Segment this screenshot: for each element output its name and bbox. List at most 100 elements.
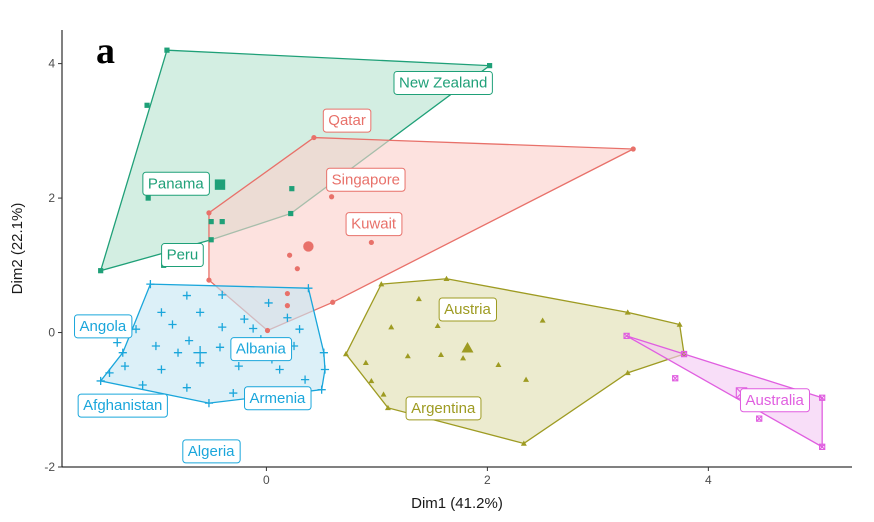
point-label-box: Kuwait xyxy=(345,212,403,237)
data-point xyxy=(284,303,290,309)
point-label-box: Singapore xyxy=(326,167,406,192)
cluster-centroid xyxy=(303,241,314,252)
cluster-centroid xyxy=(461,342,474,353)
x-axis-title: Dim1 (41.2%) xyxy=(411,495,503,512)
data-point xyxy=(486,63,493,69)
y-tick-label: 0 xyxy=(48,326,55,340)
x-tick-label: 2 xyxy=(484,473,491,487)
data-point xyxy=(218,290,227,299)
label-box-border xyxy=(739,388,810,413)
point-label: Singapore xyxy=(332,171,400,188)
point-label-box: Argentina xyxy=(405,396,482,421)
data-point xyxy=(756,415,763,422)
point-label: Armenia xyxy=(250,390,307,407)
point-label: Albania xyxy=(236,341,287,358)
data-point xyxy=(342,351,349,357)
data-point xyxy=(311,134,317,141)
data-point xyxy=(623,332,630,340)
data-point xyxy=(120,362,130,371)
point-label: Angola xyxy=(80,318,127,335)
data-point xyxy=(182,291,191,300)
data-point xyxy=(404,353,411,359)
point-label-box: Algeria xyxy=(182,439,241,464)
data-point xyxy=(672,375,679,382)
point-label-box: Panama xyxy=(142,171,210,196)
data-point xyxy=(283,313,292,322)
data-point xyxy=(196,308,205,317)
data-point xyxy=(144,102,150,108)
label-box-border xyxy=(142,171,210,196)
data-point xyxy=(328,194,335,200)
point-label: Algeria xyxy=(188,443,235,460)
data-point xyxy=(208,237,214,243)
point-label-box: Peru xyxy=(161,243,204,268)
point-label: Kuwait xyxy=(351,216,397,233)
data-point xyxy=(294,266,300,272)
label-box-border xyxy=(77,393,168,418)
point-label: Peru xyxy=(167,247,199,264)
data-point xyxy=(208,219,214,225)
point-label: Australia xyxy=(745,392,804,409)
data-point xyxy=(368,239,374,246)
data-point xyxy=(113,338,122,347)
y-tick-label: 4 xyxy=(48,57,55,71)
data-point xyxy=(145,195,151,201)
x-tick-label: 0 xyxy=(263,473,270,487)
cluster-centroid xyxy=(214,179,226,190)
data-point xyxy=(320,365,330,374)
data-point xyxy=(184,336,194,345)
x-tick-label: 4 xyxy=(705,473,712,487)
data-point xyxy=(539,317,546,323)
point-label-box: Afghanistan xyxy=(77,393,168,418)
point-label-box: Armenia xyxy=(244,386,312,411)
data-point xyxy=(437,351,444,357)
data-point xyxy=(249,324,258,333)
label-box-border xyxy=(230,337,293,362)
y-tick-label: -2 xyxy=(44,460,55,474)
point-label-box: Albania xyxy=(230,337,293,362)
cluster-centroid xyxy=(193,346,207,360)
data-point xyxy=(289,186,295,192)
data-point xyxy=(204,399,214,408)
data-point xyxy=(460,355,467,361)
data-point xyxy=(624,309,631,315)
panel-letter: a xyxy=(96,30,115,72)
data-point xyxy=(523,376,530,382)
data-point xyxy=(415,295,422,302)
data-point xyxy=(284,290,290,297)
point-label-box: Angola xyxy=(74,314,133,339)
y-axis-title: Dim2 (22.1%) xyxy=(9,203,26,295)
data-point xyxy=(304,284,313,293)
data-point xyxy=(151,341,161,351)
label-box-border xyxy=(74,314,133,339)
label-box-border xyxy=(405,396,482,421)
label-box-border xyxy=(182,439,241,464)
point-label: Qatar xyxy=(328,112,366,129)
data-point xyxy=(819,443,826,450)
data-point xyxy=(229,388,238,398)
point-label: Austria xyxy=(444,301,491,318)
data-point xyxy=(443,275,450,281)
label-box-border xyxy=(393,70,493,95)
data-point xyxy=(624,369,631,376)
data-point xyxy=(495,361,502,368)
data-point xyxy=(264,327,271,334)
data-point xyxy=(105,368,114,377)
point-label: Panama xyxy=(148,175,205,192)
data-point xyxy=(215,343,225,352)
data-point xyxy=(206,277,212,283)
data-point xyxy=(287,252,293,258)
data-point xyxy=(378,281,385,287)
label-box-border xyxy=(161,243,204,268)
data-point xyxy=(264,298,273,308)
axes: 0 2 4 -2 0 2 4 xyxy=(44,30,852,487)
data-point xyxy=(131,325,141,334)
data-point xyxy=(98,268,104,274)
data-point xyxy=(118,348,127,357)
data-point xyxy=(300,375,310,384)
label-box-border xyxy=(345,212,403,237)
data-point xyxy=(275,365,284,374)
label-box-border xyxy=(438,297,497,322)
label-layer: New Zealand Panama Peru Qatar Singapore Kuwai… xyxy=(74,70,810,464)
